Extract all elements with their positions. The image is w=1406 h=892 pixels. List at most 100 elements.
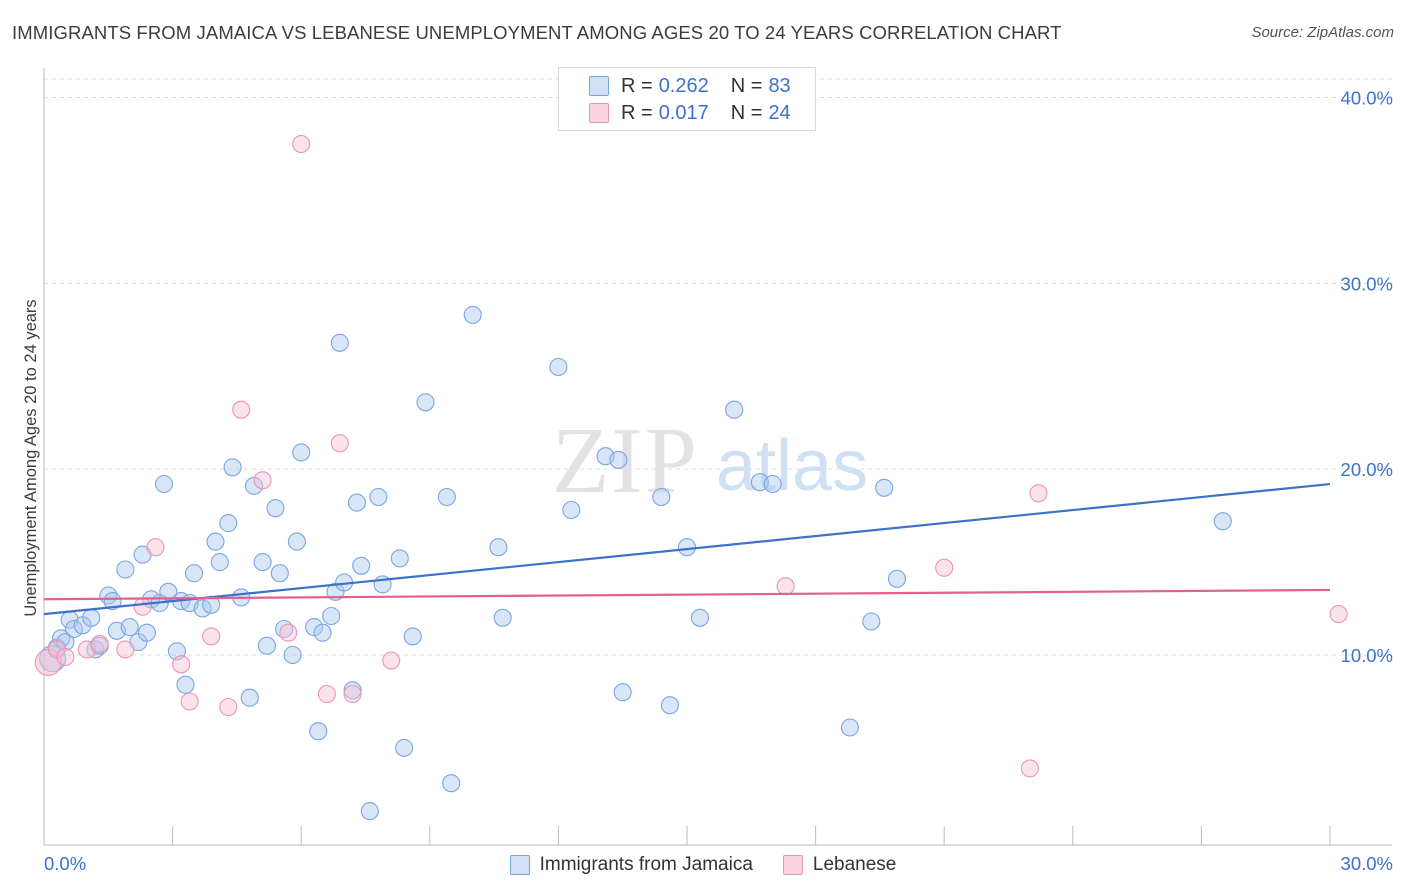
- jamaica-point: [266, 499, 285, 518]
- jamaica-point: [64, 619, 84, 639]
- chart-title: IMMIGRANTS FROM JAMAICA VS LEBANESE UNEM…: [12, 22, 1062, 43]
- jamaica-point: [116, 560, 135, 579]
- jamaica-point: [390, 549, 409, 568]
- legend-item-jamaica: Immigrants from Jamaica: [509, 854, 753, 876]
- jamaica-point: [120, 618, 139, 637]
- lebanese-point: [776, 577, 795, 596]
- series-lebanese-points: [34, 134, 1348, 778]
- lebanese-point: [90, 634, 109, 653]
- jamaica-point: [463, 305, 482, 324]
- lebanese-point: [133, 597, 152, 616]
- legend-swatch-jamaica: [589, 76, 609, 96]
- y-tick-label: 20.0%: [1341, 459, 1393, 480]
- lebanese-point: [382, 651, 401, 670]
- jamaica-point: [330, 333, 349, 352]
- jamaica-point: [549, 357, 568, 377]
- jamaica-point: [292, 443, 311, 462]
- lebanese-point: [317, 684, 336, 704]
- legend-n-value: 83: [768, 74, 791, 97]
- jamaica-point: [313, 623, 332, 642]
- x-tick-label-min: 0.0%: [44, 853, 86, 874]
- jamaica-point: [887, 569, 907, 588]
- x-tick-label-max: 30.0%: [1341, 853, 1393, 874]
- jamaica-point: [677, 538, 697, 557]
- legend-item-lebanese: Lebanese: [782, 854, 897, 876]
- y-tick-label: 10.0%: [1341, 645, 1393, 666]
- jamaica-point: [210, 553, 229, 572]
- jamaica-point: [403, 627, 422, 646]
- lebanese-point: [232, 400, 251, 419]
- legend-row-lebanese: R = 0.017 N = 24: [589, 101, 791, 125]
- legend-r-label: R =: [621, 101, 653, 124]
- lebanese-point: [1029, 484, 1048, 503]
- jamaica-point: [154, 474, 174, 494]
- legend-row-jamaica: R = 0.262 N = 83: [589, 74, 791, 98]
- jamaica-point: [240, 688, 259, 707]
- jamaica-point: [660, 696, 679, 715]
- jamaica-point: [840, 718, 859, 737]
- axes: [43, 68, 1392, 846]
- jamaica-point: [862, 612, 881, 631]
- lebanese-point: [172, 655, 191, 674]
- watermark-zip: ZIP: [552, 409, 699, 513]
- jamaica-point: [613, 683, 632, 702]
- lebanese-point: [146, 538, 165, 557]
- legend-n-label: N =: [730, 101, 763, 124]
- jamaica-point: [206, 532, 225, 551]
- jamaica-point: [395, 738, 414, 757]
- jamaica-point: [493, 608, 512, 627]
- grid-lines: [44, 78, 1392, 656]
- tick-labels: 10.0% 20.0% 30.0% 40.0% 0.0% 30.0%: [44, 88, 1393, 875]
- legend-label-lebanese: Lebanese: [812, 854, 897, 875]
- jamaica-point: [257, 636, 276, 655]
- jamaica-trend-line: [43, 482, 1331, 616]
- jamaica-point: [103, 592, 122, 611]
- jamaica-point: [244, 476, 264, 495]
- jamaica-point: [283, 645, 302, 665]
- jamaica-point: [609, 450, 628, 469]
- legend-r-value: 0.017: [658, 101, 709, 124]
- lebanese-point: [219, 697, 238, 717]
- correlation-legend: R = 0.262 N = 83 R = 0.017 N = 24: [558, 67, 816, 131]
- lebanese-point: [343, 684, 362, 704]
- series-jamaica-points: [39, 305, 1232, 821]
- lebanese-point: [253, 471, 272, 490]
- jamaica-point: [322, 606, 341, 626]
- source-label: Source: ZipAtlas.com: [1251, 24, 1394, 41]
- legend-label-jamaica: Immigrants from Jamaica: [539, 854, 753, 875]
- y-tick-label: 40.0%: [1341, 88, 1393, 109]
- jamaica-point: [875, 478, 894, 497]
- jamaica-point: [725, 400, 744, 419]
- y-axis-label: Unemployment Among Ages 20 to 24 years: [22, 299, 40, 616]
- trend-lines: [43, 482, 1331, 616]
- lebanese-point: [1020, 759, 1039, 778]
- jamaica-point: [159, 582, 178, 601]
- jamaica-point: [442, 774, 461, 793]
- legend-swatch-jamaica: [509, 855, 530, 875]
- jamaica-point: [369, 487, 388, 507]
- legend-r-value: 0.262: [658, 74, 709, 97]
- jamaica-point: [184, 564, 204, 583]
- jamaica-point: [223, 458, 242, 477]
- lebanese-point: [1329, 605, 1348, 624]
- lebanese-point: [935, 558, 954, 577]
- jamaica-point: [763, 474, 782, 494]
- jamaica-point: [219, 514, 238, 533]
- lebanese-point: [116, 640, 135, 659]
- jamaica-point: [352, 556, 371, 575]
- watermark-atlas: atlas: [716, 426, 868, 506]
- jamaica-point: [347, 493, 366, 512]
- jamaica-point: [176, 675, 195, 694]
- jamaica-point: [437, 487, 456, 507]
- lebanese-point: [292, 134, 311, 154]
- jamaica-point: [652, 487, 671, 507]
- lebanese-point: [279, 623, 298, 642]
- legend-n-label: N =: [730, 74, 763, 97]
- lebanese-point: [330, 434, 349, 453]
- watermark: ZIP atlas: [552, 409, 868, 513]
- jamaica-point: [489, 538, 508, 557]
- jamaica-point: [360, 802, 379, 821]
- lebanese-point: [56, 647, 75, 666]
- series-legend: Immigrants from Jamaica Lebanese: [0, 852, 1406, 878]
- jamaica-point: [309, 722, 328, 741]
